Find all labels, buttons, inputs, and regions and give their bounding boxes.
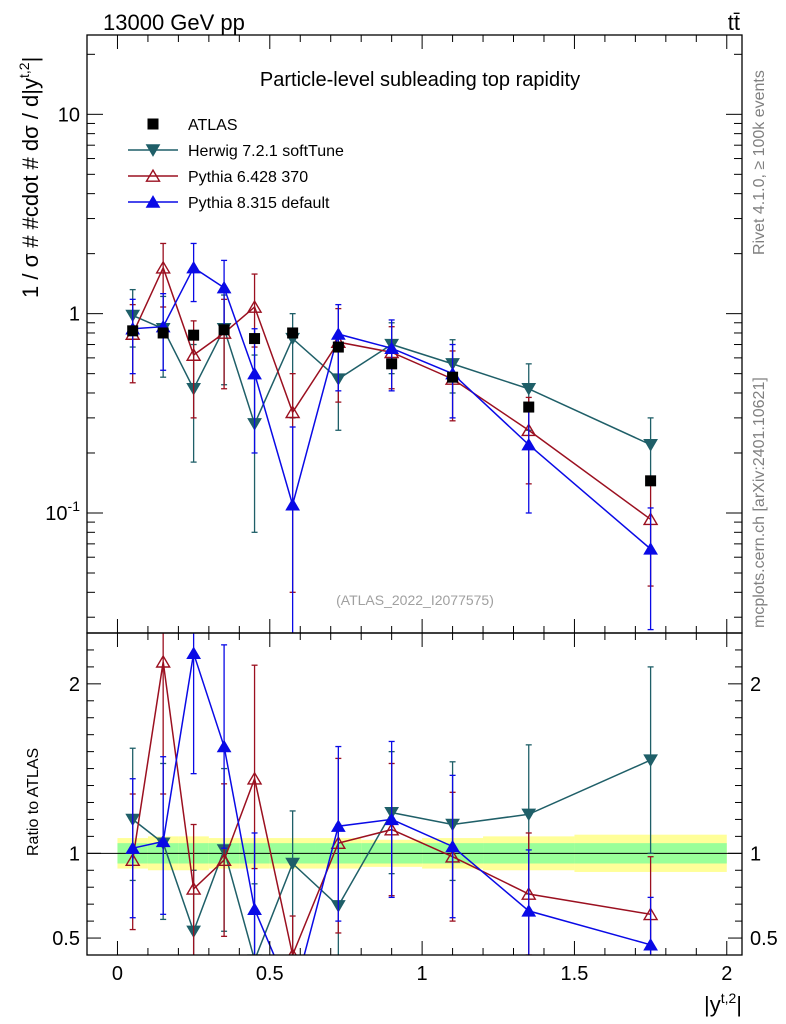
pythia8-point — [285, 497, 301, 511]
pythia6-ratio-point — [216, 852, 232, 866]
pythia8-ratio-point — [330, 819, 346, 832]
legend-entry: Herwig 7.2.1 softTune — [128, 143, 344, 160]
pythia6-ratio-line — [131, 661, 651, 955]
pythia8-ratio-point — [247, 902, 262, 915]
ratio-tick-label-right: 0.5 — [750, 928, 778, 950]
ratio-tick-label-right: 2 — [750, 674, 761, 696]
pythia6-ratio-point — [185, 881, 202, 895]
x-tick-label: 1.5 — [561, 963, 589, 985]
pythia8-point — [643, 542, 658, 555]
pythia8-point — [521, 437, 537, 451]
pythia8-ratio-line — [132, 653, 651, 955]
y-tick-label: 1 — [69, 304, 80, 326]
herwig-point — [521, 383, 537, 396]
analysis-watermark: (ATLAS_2022_I2077575) — [336, 592, 494, 608]
pythia8-ratio-point — [186, 646, 202, 660]
pythia8-ratio-point — [155, 834, 171, 848]
pythia8-series — [125, 242, 658, 633]
main-plot-panel — [86, 34, 743, 634]
herwig-point — [643, 439, 658, 452]
pythia8-ratio-point — [286, 993, 299, 1004]
x-tick-label: 1 — [417, 963, 428, 985]
legend-label: Pythia 8.315 default — [188, 195, 330, 212]
atlas-data-point — [287, 327, 299, 339]
x-axis-label: |yt,2| — [704, 990, 742, 1017]
ratio-y-axis-label: Ratio to ATLAS — [25, 748, 42, 856]
herwig-ratio-point — [285, 857, 301, 871]
ratio-plot-area — [87, 633, 742, 1004]
pythia8-ratio-point — [125, 841, 141, 854]
legend-marker — [145, 195, 161, 208]
pythia8-point — [216, 280, 232, 294]
pythia8-ratio-point — [643, 937, 658, 951]
pythia6-point — [155, 260, 171, 274]
atlas-data-point — [249, 333, 261, 345]
pythia8-ratio-point — [216, 739, 232, 753]
pythia6-point — [246, 299, 263, 313]
pythia8-ratio-series — [125, 633, 658, 1004]
atlas-data-point — [127, 325, 139, 337]
ratio-tick-label-left: 0.5 — [52, 928, 80, 950]
pythia6-ratio-point — [246, 771, 263, 785]
ratio-frame — [86, 632, 743, 956]
upper-plot-area — [124, 242, 659, 633]
ratio-tick-label-left: 2 — [69, 674, 80, 696]
x-tick-label: 0.5 — [256, 963, 284, 985]
legend-label: ATLAS — [188, 117, 238, 134]
pythia6-point — [284, 405, 301, 419]
atlas-data-point — [386, 358, 398, 370]
atlas-data-point — [447, 371, 459, 383]
pythia8-ratio-point — [521, 904, 537, 917]
energy-label: 13000 GeV pp — [103, 10, 245, 35]
atlas-data-point — [645, 475, 657, 487]
atlas-data-point — [218, 324, 230, 336]
pythia8-ratio-point — [384, 812, 400, 826]
rivet-side-label: Rivet 4.1.0, ≥ 100k events — [751, 70, 768, 255]
pythia8-point — [384, 341, 400, 355]
chart-title: Particle-level subleading top rapidity — [260, 69, 580, 91]
atlas-data-point — [188, 329, 200, 341]
pythia8-point — [186, 260, 202, 274]
atlas-data-point — [332, 341, 344, 353]
pythia6-series — [124, 242, 659, 593]
y-axis-label: 1 / σ # #cdot # dσ / d|yt,2| — [16, 57, 43, 298]
legend: ATLAS Herwig 7.2.1 softTune Pythia 6.428 3… — [128, 117, 344, 212]
legend-marker — [147, 118, 159, 130]
process-label: tt̄ — [728, 10, 740, 35]
herwig-ratio-point — [643, 754, 658, 767]
herwig-ratio-point — [521, 808, 537, 822]
atlas-data-series — [127, 324, 657, 487]
y-tick-label: 10-1 — [45, 498, 80, 525]
atlas-data-point — [157, 327, 169, 339]
legend-label: Herwig 7.2.1 softTune — [188, 143, 344, 160]
ratio-plot-panel — [86, 632, 743, 1004]
pythia8-point — [330, 327, 346, 340]
legend-label: Pythia 6.428 370 — [188, 169, 308, 186]
pythia6-ratio-point — [155, 654, 171, 668]
y-tick-label: 10 — [58, 104, 80, 126]
legend-entry: Pythia 8.315 default — [128, 195, 330, 212]
pythia6-point — [185, 347, 202, 361]
mcplots-side-label: mcplots.cern.ch [arXiv:2401.10621] — [751, 377, 768, 628]
atlas-data-point — [523, 401, 535, 413]
pythia8-ratio-point — [445, 839, 460, 853]
legend-entry: Pythia 6.428 370 — [128, 168, 308, 186]
x-tick-label: 2 — [721, 963, 732, 985]
x-tick-label: 0 — [112, 963, 123, 985]
legend-entry: ATLAS — [147, 117, 238, 134]
ratio-tick-label-left: 1 — [69, 843, 80, 865]
pythia8-point — [247, 366, 262, 380]
legend-marker — [145, 168, 161, 182]
ratio-tick-label-right: 1 — [750, 843, 761, 865]
legend-marker — [145, 144, 161, 157]
